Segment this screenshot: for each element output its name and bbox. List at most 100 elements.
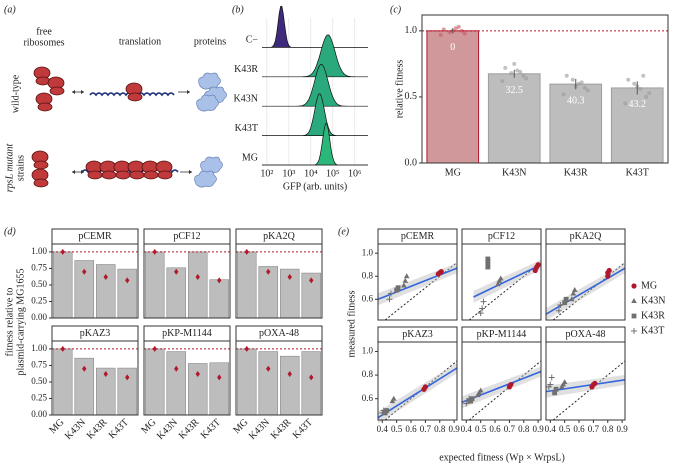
ribosome-small [127, 92, 143, 102]
x-tick-label: K43N [247, 417, 272, 442]
x-axis-label: GFP (arb. units) [283, 181, 347, 192]
fit-line [545, 379, 626, 393]
x-tick-label: 0.4 [461, 424, 473, 434]
point [453, 26, 458, 31]
stage-label: translation [119, 36, 161, 47]
row-label: wild-type [10, 74, 21, 113]
row-label: strains [15, 155, 26, 181]
point [456, 24, 461, 29]
x-tick-label: 10⁵ [326, 168, 340, 179]
point [386, 296, 393, 303]
ribosome-small [129, 170, 145, 180]
bar [487, 73, 541, 164]
expected-marker [82, 268, 87, 275]
identity-line [468, 360, 541, 420]
panel-title: pOXA-48 [259, 328, 299, 339]
y-axis-label: plasmid-carrying MG1655 [15, 269, 26, 376]
x-tick-label: 10³ [282, 168, 295, 179]
y-tick-label: 0.00 [31, 409, 47, 419]
arrowhead [81, 170, 84, 174]
expected-marker [125, 374, 130, 381]
point [479, 305, 486, 312]
point [626, 77, 631, 82]
y-tick-label: 0.8 [362, 369, 374, 379]
x-tick-label: 0.9 [533, 424, 545, 434]
point [495, 281, 501, 287]
panel-label: (e) [338, 226, 350, 237]
point [585, 88, 590, 93]
point [390, 395, 397, 401]
y-tick-label: 1.0 [362, 346, 374, 356]
x-tick-label: K43N [63, 417, 88, 442]
expected-marker [152, 248, 157, 255]
y-tick-label: 0.6 [362, 393, 374, 403]
x-tick-label: 0.9 [449, 424, 461, 434]
x-tick-label: 0.4 [377, 424, 389, 434]
x-tick-label: 0.5 [559, 424, 571, 434]
ridge [262, 93, 368, 136]
point [521, 73, 526, 78]
bar [209, 279, 230, 319]
y-tick-label: 0.50 [31, 376, 47, 386]
expected-marker [152, 345, 157, 352]
x-tick-label: K43T [199, 417, 223, 441]
ribosome-small [87, 170, 103, 180]
plot-border [461, 243, 542, 321]
ribosome-small [33, 160, 49, 170]
legend-marker [631, 313, 637, 319]
y-tick-label: 0.50 [31, 279, 47, 289]
x-tick-label: 0.4 [545, 424, 557, 434]
point [438, 32, 443, 37]
point [564, 73, 569, 78]
legend-label: K43T [641, 325, 664, 336]
expected-marker [195, 274, 200, 281]
point [515, 68, 520, 73]
point [606, 267, 612, 274]
point [500, 79, 505, 84]
panel-title: pKP-M1144 [162, 328, 212, 339]
panel-title: pKAZ3 [80, 328, 111, 339]
y-tick-label: 1.0 [362, 247, 374, 257]
panel-label: (d) [4, 226, 16, 237]
point [401, 282, 407, 288]
stage-label: proteins [194, 36, 226, 47]
row-label: rpsL mutant [4, 144, 15, 193]
point [535, 262, 541, 268]
protein [194, 170, 217, 188]
y-axis-label: fitness relative to [4, 288, 15, 357]
bar [209, 362, 230, 416]
plot-border [421, 14, 669, 164]
plot-border [235, 340, 323, 416]
bar [144, 348, 165, 416]
identity-line [552, 360, 625, 420]
ribosome-small [143, 170, 159, 180]
protein [198, 72, 221, 90]
y-axis-label: relative fitness [394, 60, 405, 119]
identity-line [384, 360, 457, 420]
x-tick-label: K43T [291, 417, 315, 441]
y-tick-label: 0.6 [362, 293, 374, 303]
expected-marker [266, 268, 271, 275]
y-tick-label: 0.25 [31, 296, 47, 306]
bar-annotation: 43.2 [629, 99, 647, 110]
bar [301, 351, 322, 416]
point [503, 65, 508, 70]
ribosome-small [37, 102, 53, 112]
fit-line [473, 264, 542, 298]
x-tick-label: 0.7 [588, 424, 600, 434]
point [569, 296, 575, 302]
x-tick-label: 10² [260, 168, 273, 179]
plot-border [377, 243, 458, 321]
plot-border [51, 340, 139, 416]
x-tick-label: K43R [564, 167, 588, 178]
expected-marker [195, 371, 200, 378]
bar-annotation: 0 [450, 42, 455, 53]
bar [117, 268, 138, 319]
point [638, 87, 643, 91]
bar [52, 251, 73, 319]
arrowhead [72, 170, 75, 174]
x-tick-label: 0.8 [602, 424, 614, 434]
x-tick-label: 0.8 [518, 424, 530, 434]
point [508, 381, 514, 388]
point [422, 384, 428, 390]
